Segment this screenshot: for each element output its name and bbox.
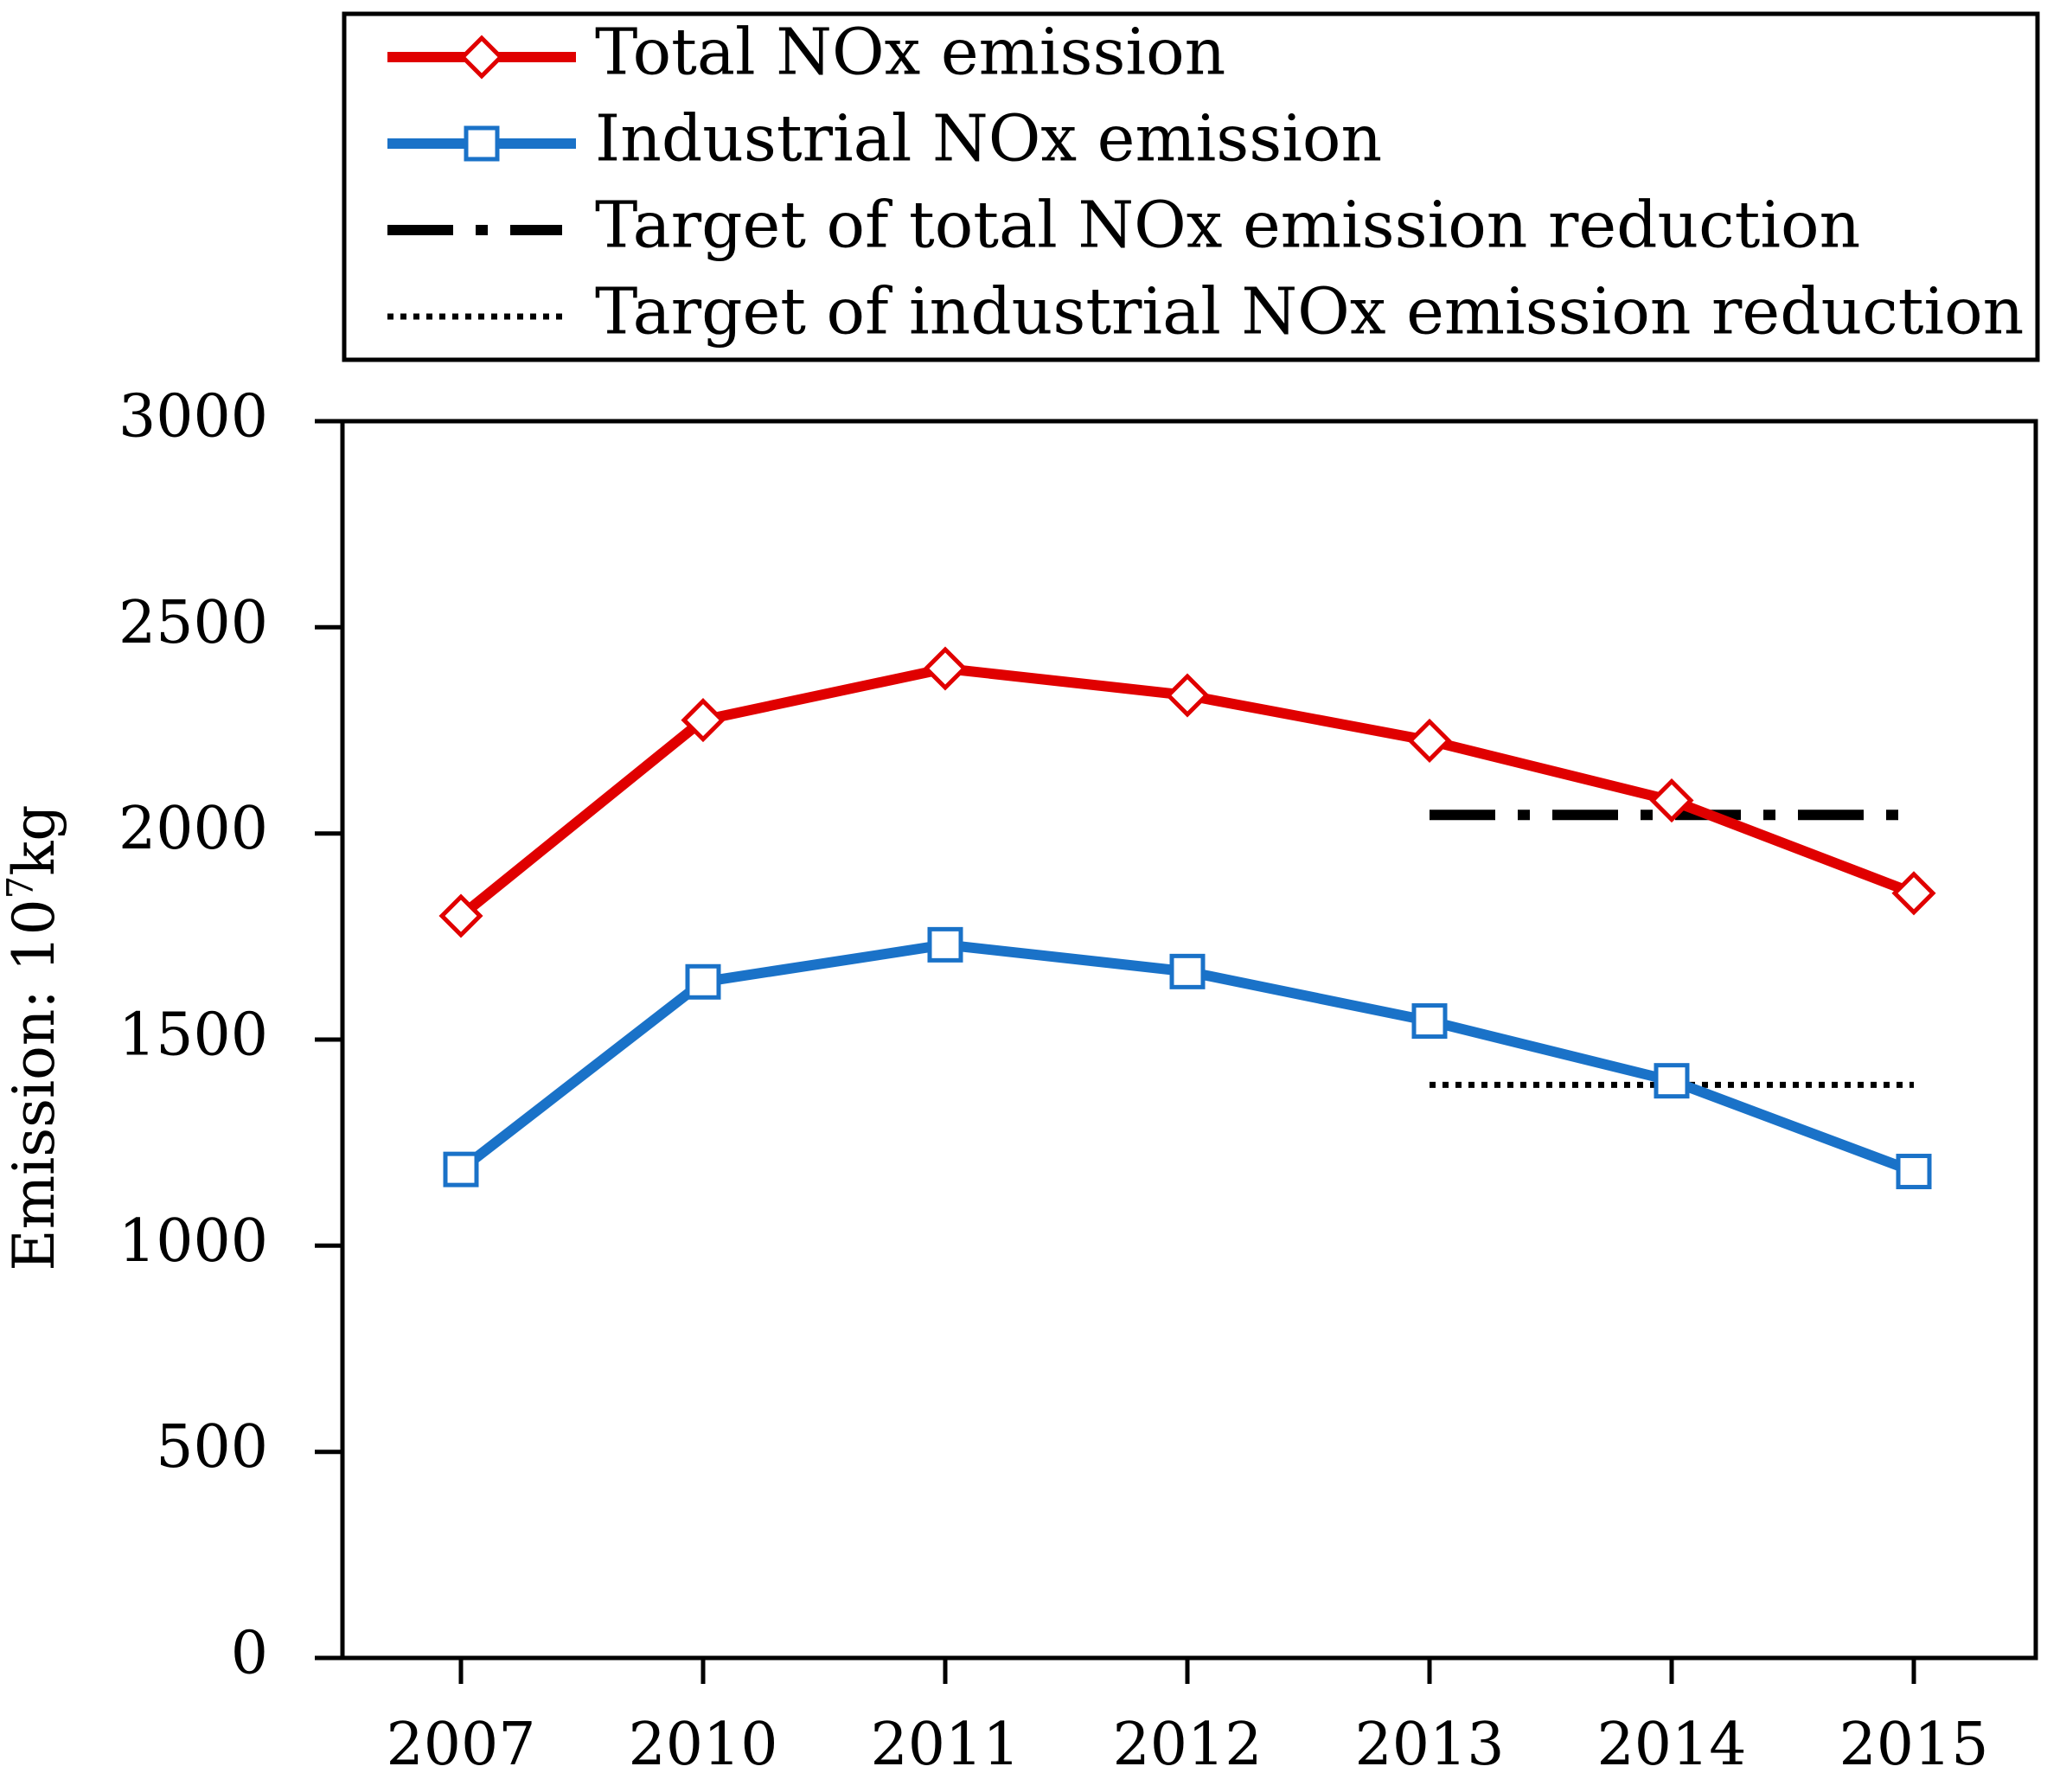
series-layer — [438, 646, 1936, 1190]
legend-item-total-target: Target of total NOx emission reduction — [387, 188, 1860, 262]
y-tick-label-0: 0 — [231, 1620, 268, 1688]
data-point-total-2011 — [923, 646, 968, 691]
plot-area-frame — [340, 419, 2038, 1661]
legend-industrial-label: Industrial NOx emission — [595, 101, 1382, 176]
x-tick-label-2010: 2010 — [628, 1711, 777, 1779]
y-tick-label-3000: 3000 — [118, 383, 268, 451]
data-point-total-2010 — [681, 698, 726, 743]
y-tick-label-1500: 1500 — [118, 1002, 268, 1070]
data-point-total-2012 — [1165, 673, 1210, 718]
y-axis: 0 500 1000 1500 2000 2500 3000 Emission:… — [0, 383, 342, 1688]
data-point-total-2007 — [438, 893, 483, 938]
data-point-industrial-2014 — [1654, 1063, 1690, 1099]
x-tick-label-2012: 2012 — [1112, 1711, 1262, 1779]
legend-total-label: Total NOx emission — [595, 15, 1225, 89]
y-tick-label-2500: 2500 — [118, 589, 268, 657]
legend-box — [342, 11, 2040, 362]
legend-total-target-label: Target of total NOx emission reduction — [595, 188, 1860, 262]
data-point-industrial-2010 — [685, 963, 721, 1000]
data-point-industrial-2011 — [927, 926, 963, 963]
y-tick-label-1000: 1000 — [118, 1207, 268, 1276]
y-axis-title-unit: kg — [1, 804, 67, 875]
legend: Total NOx emission Industrial NOx emissi… — [342, 11, 2040, 362]
x-tick-label-2013: 2013 — [1354, 1711, 1504, 1779]
data-point-total-2013 — [1407, 718, 1452, 763]
x-tick-label-2007: 2007 — [386, 1711, 535, 1779]
x-tick-label-2014: 2014 — [1596, 1711, 1746, 1779]
legend-total-diamond-marker — [459, 35, 504, 80]
data-point-industrial-2015 — [1896, 1154, 1932, 1190]
legend-item-industrial: Industrial NOx emission — [387, 101, 1382, 176]
legend-item-industrial-target: Target of industrial NOx emission reduct… — [387, 274, 2024, 349]
data-point-total-2014 — [1649, 778, 1694, 823]
x-axis: 2007 2010 2011 2012 2013 2014 2015 — [386, 1658, 1989, 1779]
x-tick-label-2011: 2011 — [870, 1711, 1020, 1779]
data-point-industrial-2013 — [1411, 1003, 1448, 1040]
y-tick-label-2000: 2000 — [118, 795, 268, 863]
x-tick-label-2015: 2015 — [1839, 1711, 1988, 1779]
legend-item-total: Total NOx emission — [387, 15, 1225, 89]
data-point-industrial-2007 — [443, 1151, 479, 1187]
y-axis-title-superscript: 7 — [0, 876, 42, 899]
data-point-industrial-2012 — [1169, 953, 1206, 989]
legend-industrial-target-label: Target of industrial NOx emission reduct… — [595, 274, 2024, 349]
target-lines — [1430, 810, 1914, 1088]
data-point-total-2015 — [1891, 871, 1936, 916]
y-tick-label-500: 500 — [156, 1413, 268, 1482]
legend-industrial-square-marker — [464, 125, 500, 162]
y-axis-title: Emission: 107kg — [0, 804, 67, 1270]
